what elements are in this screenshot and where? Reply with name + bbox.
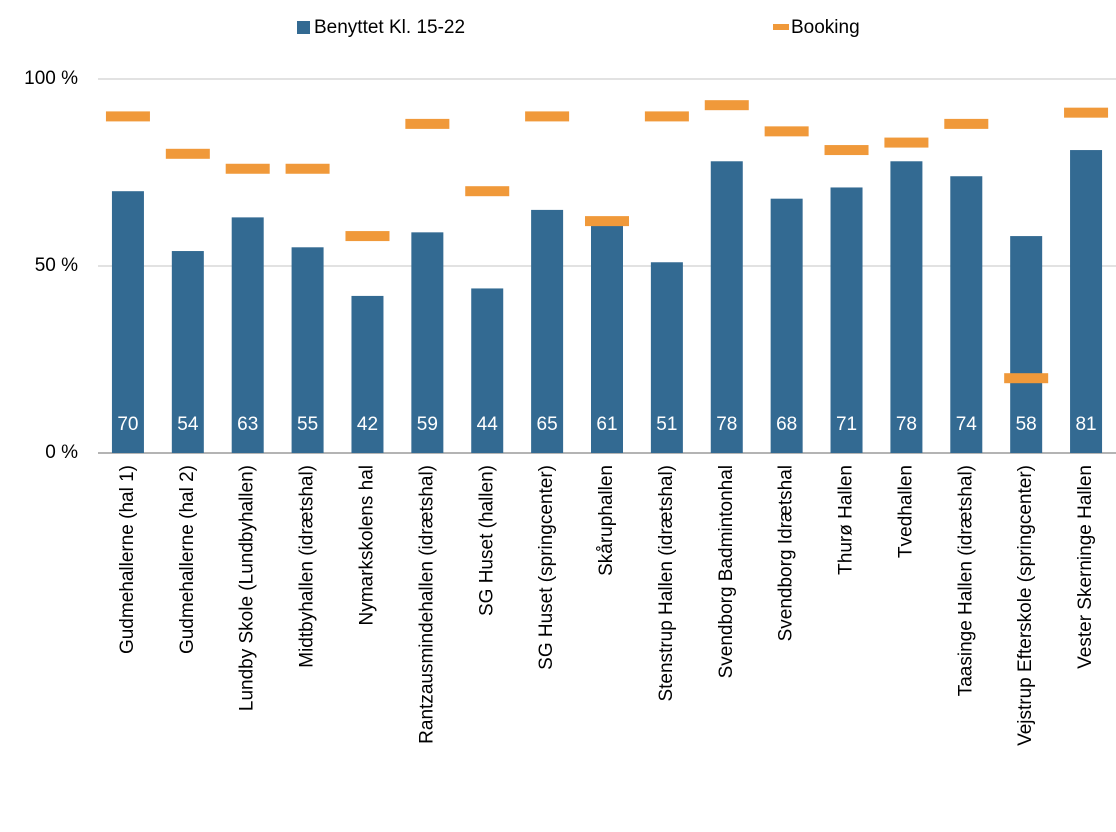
data-label: 55 xyxy=(297,414,318,435)
y-tick-label: 0 % xyxy=(45,442,78,463)
booking-marker xyxy=(1064,107,1109,118)
x-tick-label: Rantzausmindehallen (idrætshal) xyxy=(416,465,437,744)
bar xyxy=(411,232,444,453)
booking-marker xyxy=(944,118,989,129)
bar xyxy=(950,176,983,454)
bar xyxy=(351,295,384,453)
bar xyxy=(231,217,264,453)
bar xyxy=(291,247,324,453)
booking-marker xyxy=(405,118,450,129)
data-label: 71 xyxy=(836,414,857,435)
data-label: 44 xyxy=(477,414,499,435)
x-tick-label: Skåruphallen xyxy=(596,465,617,576)
data-label: 65 xyxy=(537,414,558,435)
booking-marker xyxy=(704,100,749,111)
y-tick-label: 100 % xyxy=(24,68,78,89)
booking-marker xyxy=(644,111,689,122)
data-label: 54 xyxy=(177,414,199,435)
bar xyxy=(471,288,504,453)
booking-marker xyxy=(764,126,809,137)
bar xyxy=(890,161,923,453)
data-label: 70 xyxy=(117,414,138,435)
booking-marker xyxy=(585,216,629,227)
booking-marker xyxy=(345,231,390,242)
legend-swatch xyxy=(297,21,310,34)
bar xyxy=(710,161,743,453)
x-tick-label: Svendborg Badmintonhal xyxy=(716,465,737,678)
x-tick-label: Taasinge Hallen (idrætshal) xyxy=(955,465,976,696)
booking-marker xyxy=(225,163,270,174)
x-tick-label: Vejstrup Efterskole (springcenter) xyxy=(1015,465,1036,746)
booking-marker xyxy=(465,186,510,197)
x-tick-label: Nymarkskolens hal xyxy=(356,465,377,626)
data-label: 78 xyxy=(716,414,737,435)
x-tick-label: Svendborg Idrætshal xyxy=(776,465,797,641)
data-label: 74 xyxy=(956,414,978,435)
booking-marker xyxy=(884,137,929,148)
x-tick-label: SG Huset (springcenter) xyxy=(536,465,557,670)
booking-marker xyxy=(105,111,150,122)
booking-marker xyxy=(824,145,869,156)
x-tick-label: Lundby Skole (Lundbyhallen) xyxy=(237,465,258,711)
data-label: 68 xyxy=(776,414,797,435)
x-tick-label: Midtbyhallen (idrætshal) xyxy=(297,465,318,668)
data-label: 58 xyxy=(1016,414,1037,435)
bar xyxy=(770,198,803,453)
bar xyxy=(650,262,683,453)
x-tick-label: SG Huset (hallen) xyxy=(476,465,497,616)
data-label: 61 xyxy=(596,414,617,435)
bar xyxy=(1070,150,1103,453)
x-tick-label: Gudmehallerne (hal 1) xyxy=(117,465,138,654)
x-tick-label: Stenstrup Hallen (idrætshal) xyxy=(656,465,677,702)
bar xyxy=(171,251,204,453)
bar xyxy=(111,191,144,453)
bar xyxy=(531,209,564,453)
y-tick-label: 50 % xyxy=(35,255,78,276)
legend-label: Booking xyxy=(791,17,860,38)
x-tick-label: Thurø Hallen xyxy=(836,465,857,575)
x-tick-label: Gudmehallerne (hal 2) xyxy=(177,465,198,654)
data-label: 81 xyxy=(1075,414,1096,435)
x-tick-label: Vester Skerninge Hallen xyxy=(1075,465,1096,669)
legend-label: Benyttet Kl. 15-22 xyxy=(314,17,465,38)
data-label: 42 xyxy=(357,414,378,435)
bar xyxy=(1010,236,1043,453)
data-label: 63 xyxy=(237,414,258,435)
booking-marker xyxy=(1004,373,1049,384)
data-label: 59 xyxy=(417,414,438,435)
booking-marker xyxy=(165,148,210,159)
data-label: 51 xyxy=(656,414,677,435)
legend-swatch xyxy=(773,24,789,30)
x-tick-label: Tvedhallen xyxy=(895,465,916,558)
bar xyxy=(591,224,623,453)
booking-marker xyxy=(525,111,570,122)
data-label: 78 xyxy=(896,414,917,435)
bar xyxy=(830,187,863,453)
booking-marker xyxy=(285,163,330,174)
